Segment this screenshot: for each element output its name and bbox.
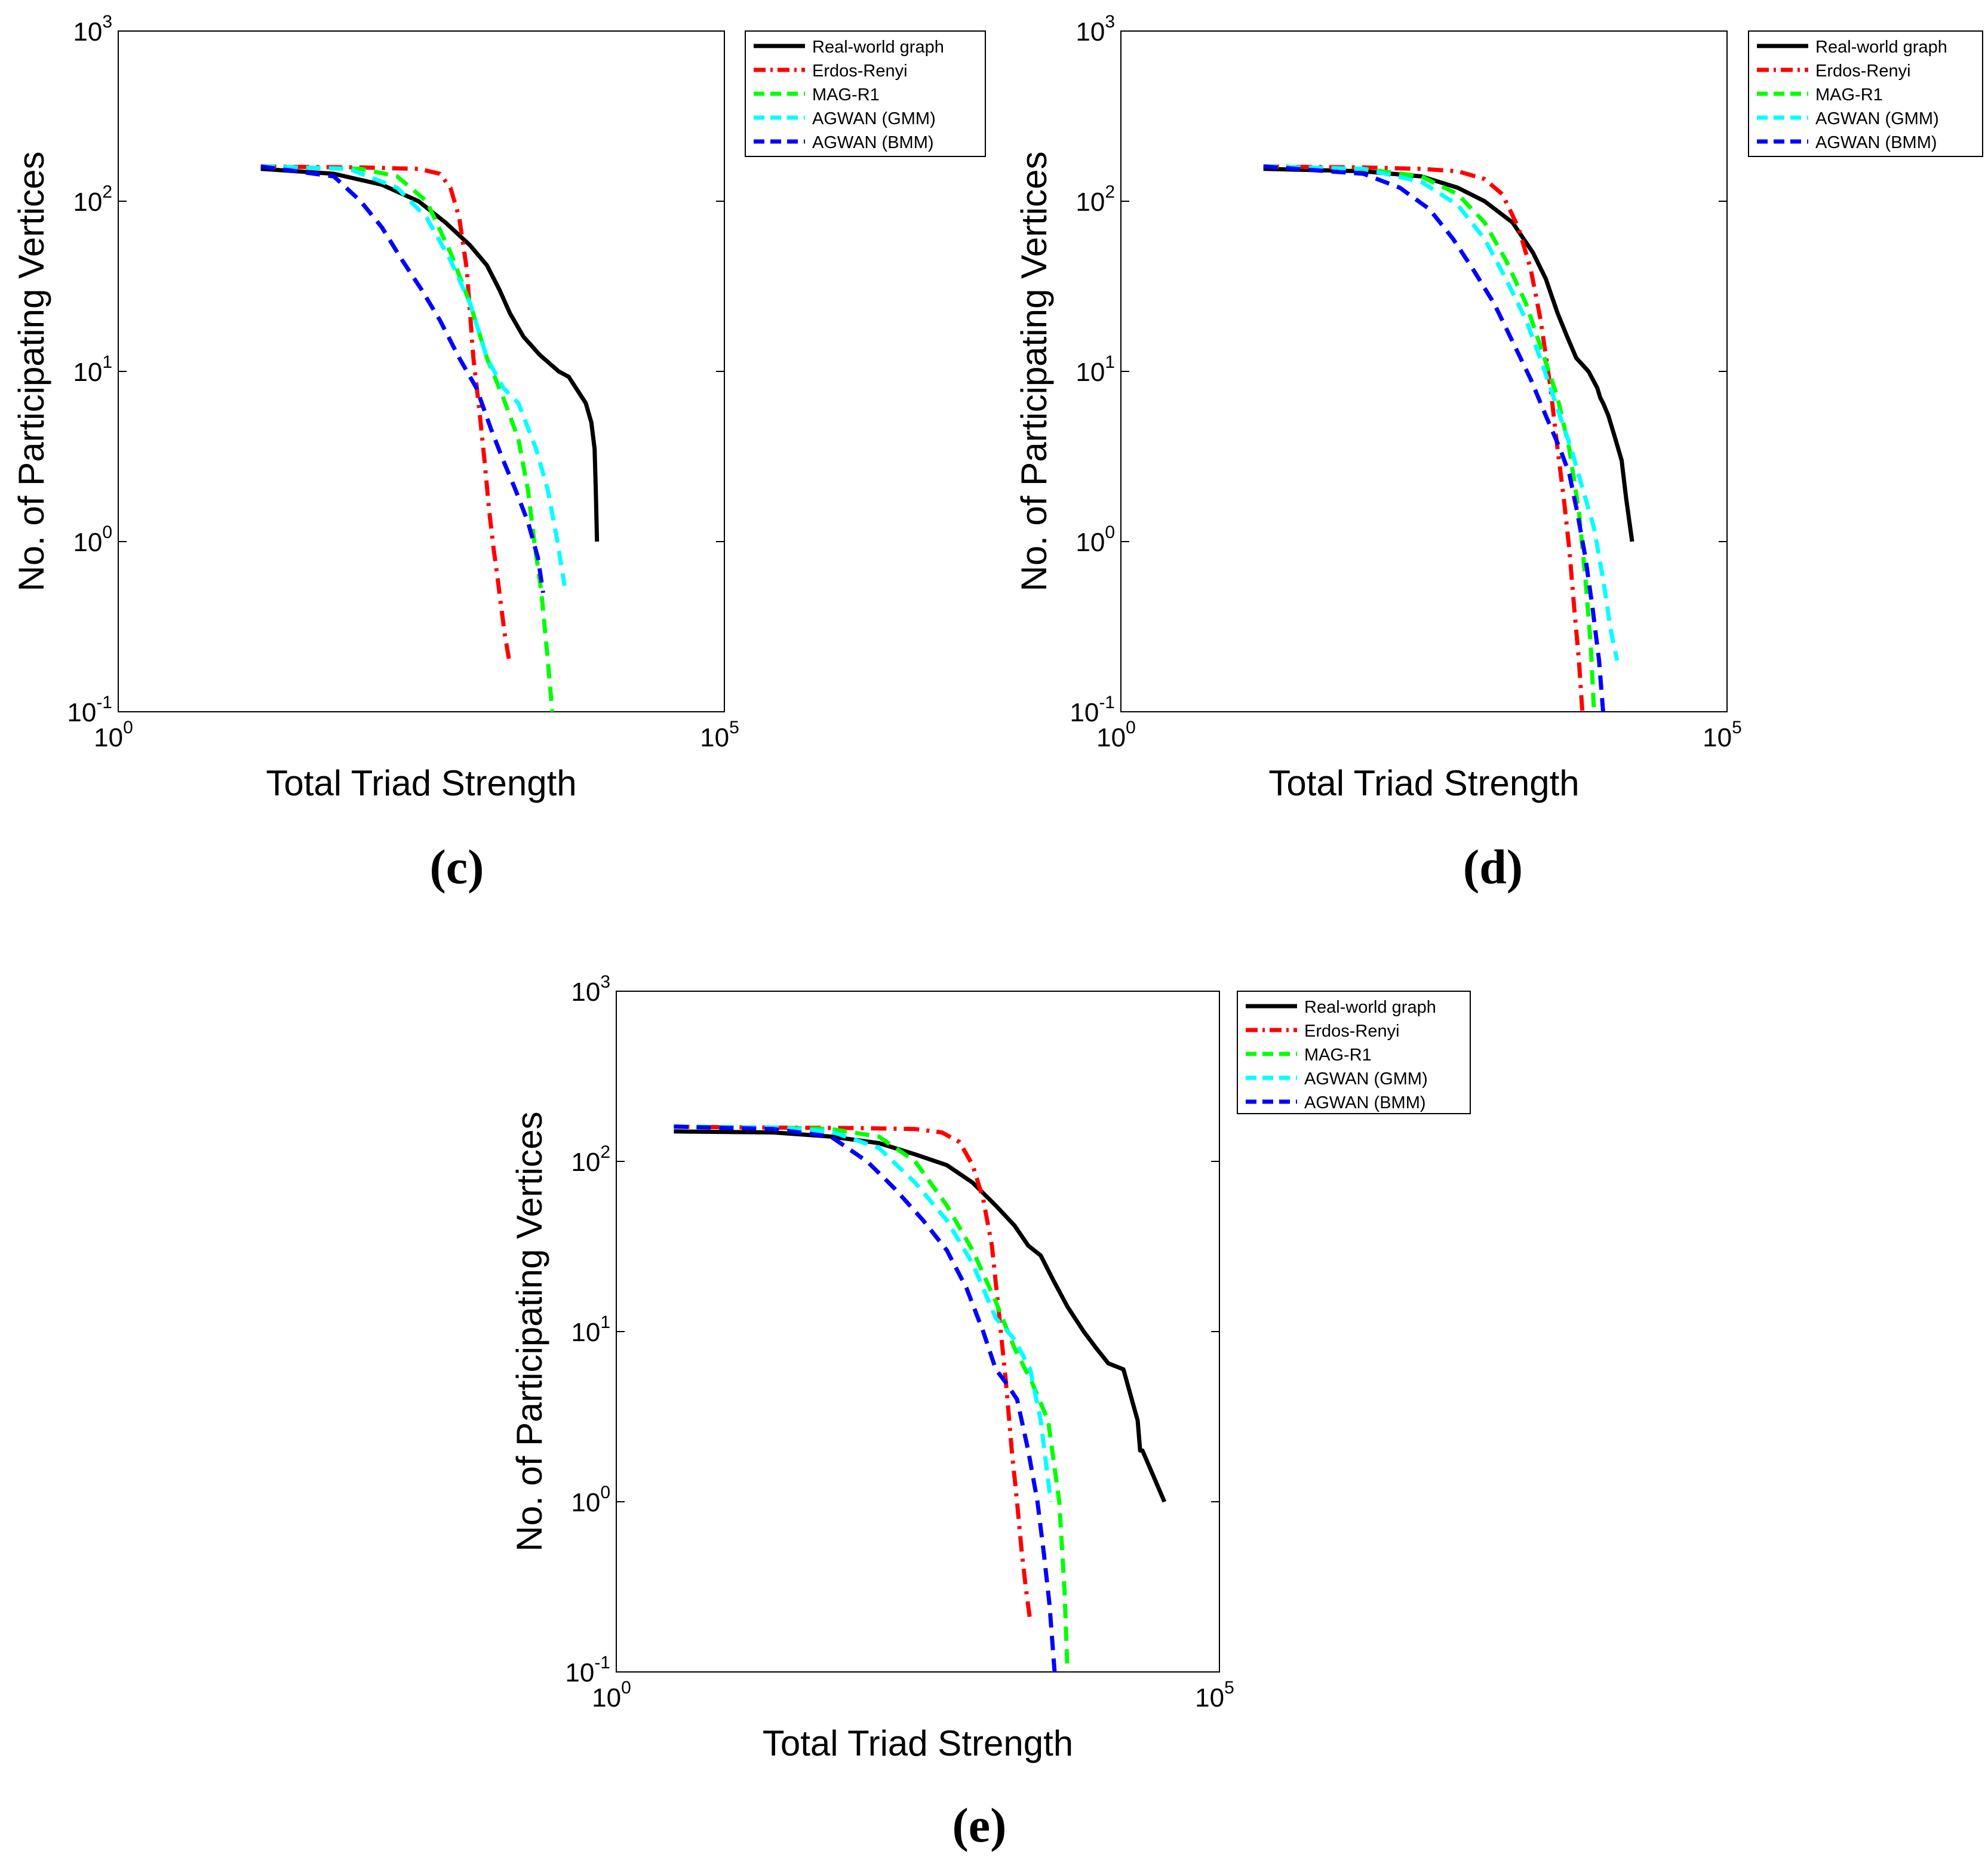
legend-label-c-0: Real-world graph [812, 38, 944, 57]
series-line-c-3 [260, 164, 567, 586]
x-axis-label-c: Total Triad Strength [266, 763, 576, 803]
x-tick-label-c-0: 100 [94, 718, 133, 752]
legend-label-d-1: Erdos-Renyi [1815, 62, 1911, 81]
y-axis-label-d: No. of Participating Vertices [1014, 151, 1054, 591]
caption-e: (e) [952, 1798, 1007, 1852]
axes-box-e [616, 991, 1220, 1673]
axes-box-d [1120, 30, 1728, 712]
y-tick-label-e-1: 101 [571, 1312, 610, 1347]
x-axis-label-e: Total Triad Strength [763, 1723, 1073, 1763]
x-tick-label-e-0: 100 [592, 1678, 631, 1713]
series-line-d-3 [1263, 164, 1620, 661]
x-tick-label-d-0: 100 [1096, 718, 1136, 752]
series-line-c-2 [260, 164, 555, 712]
series-line-d-2 [1263, 164, 1596, 712]
caption-c: (c) [429, 840, 484, 894]
x-tick-label-c-5: 105 [700, 718, 739, 752]
series-line-d-1 [1263, 164, 1585, 712]
series-line-e-0 [674, 1129, 1167, 1503]
series-line-d-0 [1263, 167, 1634, 542]
series-line-e-1 [674, 1124, 1033, 1621]
axes-box-c [118, 30, 725, 712]
series-line-e-2 [674, 1124, 1070, 1672]
y-tick-label-d-2: 102 [1076, 182, 1115, 217]
legend-label-c-4: AGWAN (BMM) [812, 133, 934, 152]
series-line-c-4 [260, 164, 545, 594]
series-line-c-1 [260, 164, 512, 661]
x-tick-label-d-5: 105 [1703, 718, 1742, 752]
series-line-e-3 [674, 1124, 1053, 1502]
y-tick-label-e-0: 100 [571, 1483, 610, 1517]
legend-label-d-0: Real-world graph [1815, 38, 1947, 57]
y-tick-label-d-3: 103 [1076, 12, 1115, 47]
y-tick-label-e-3: 103 [571, 972, 610, 1007]
legend-label-e-1: Erdos-Renyi [1304, 1022, 1400, 1041]
y-tick-label-d-0: 100 [1076, 522, 1115, 557]
legend-label-c-3: AGWAN (GMM) [812, 109, 936, 128]
legend-label-e-2: MAG-R1 [1304, 1046, 1372, 1065]
y-tick-label-c-1: 101 [73, 352, 112, 387]
y-tick-label-c-0: 100 [73, 522, 112, 557]
y-tick-label-c-2: 102 [73, 182, 112, 217]
legend-label-d-4: AGWAN (BMM) [1815, 133, 1937, 152]
legend-box-d [1748, 30, 1983, 157]
y-tick-label-d--1: 10-1 [1070, 693, 1115, 727]
legend-label-d-3: AGWAN (GMM) [1815, 109, 1939, 128]
legend-label-e-4: AGWAN (BMM) [1304, 1093, 1426, 1112]
legend-label-e-3: AGWAN (GMM) [1304, 1069, 1428, 1089]
x-axis-label-d: Total Triad Strength [1268, 763, 1579, 803]
legend-box-e [1237, 991, 1471, 1114]
series-line-d-4 [1263, 164, 1605, 712]
legend-label-c-2: MAG-R1 [812, 85, 880, 104]
y-axis-label-c: No. of Participating Vertices [11, 151, 51, 591]
y-tick-label-e--1: 10-1 [565, 1653, 610, 1687]
y-tick-label-c-3: 103 [73, 12, 112, 47]
caption-d: (d) [1462, 840, 1523, 894]
legend-label-d-2: MAG-R1 [1815, 85, 1883, 104]
x-tick-label-e-5: 105 [1195, 1678, 1234, 1713]
y-tick-label-e-2: 102 [571, 1142, 610, 1177]
y-tick-label-d-1: 101 [1076, 352, 1115, 387]
legend-label-c-1: Erdos-Renyi [812, 62, 908, 81]
y-axis-label-e: No. of Participating Vertices [509, 1111, 549, 1551]
y-tick-label-c--1: 10-1 [67, 693, 112, 727]
legend-label-e-0: Real-world graph [1304, 998, 1436, 1017]
series-line-e-4 [674, 1124, 1057, 1672]
series-line-c-0 [260, 167, 600, 542]
legend-box-c [745, 30, 986, 157]
